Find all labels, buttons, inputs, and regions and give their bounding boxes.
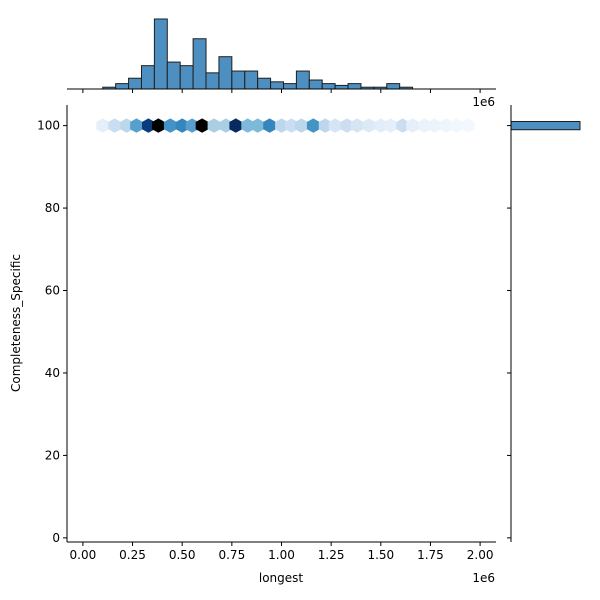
- hexbin-cell: [163, 118, 177, 133]
- hexbin-cell: [418, 118, 431, 133]
- top-histogram-bar: [282, 83, 297, 90]
- hexbin-cell: [152, 118, 165, 133]
- y-tick-label: 60: [45, 284, 60, 298]
- top-histogram-bar: [128, 77, 142, 90]
- top-histogram-bar: [386, 83, 401, 90]
- hexbin-cell: [185, 118, 199, 133]
- x-axis-label: longest: [259, 571, 304, 585]
- right-histogram-bars: [510, 120, 581, 131]
- x-tick-label: 0.50: [169, 548, 196, 562]
- x-tick-label: 2.00: [467, 548, 494, 562]
- x-tick-label: 0.75: [218, 548, 245, 562]
- hexbin-cell: [340, 118, 354, 133]
- hexbin-cell: [362, 118, 376, 133]
- hexbin-cell: [428, 118, 441, 133]
- y-tick-label: 0: [52, 531, 60, 545]
- hexbin-cell: [108, 118, 122, 133]
- top-axis-scale-label: 1e6: [472, 95, 495, 109]
- hexbin-cell: [142, 118, 155, 133]
- hexbin-cell: [175, 118, 189, 133]
- top-axis-ticks: [82, 89, 481, 93]
- top-histogram-bars: [102, 18, 414, 90]
- top-histogram-bar: [270, 81, 284, 90]
- x-axis-scale-label: 1e6: [472, 571, 495, 585]
- hexbin-cell: [318, 118, 332, 133]
- main-hexbin-plot: 0.00 0.25 0.50 0.75 1.00 1.25 1.50 1.75 2.00 0 20…: [9, 105, 496, 585]
- hexbin-cell: [449, 118, 463, 133]
- y-tick-label: 80: [45, 201, 60, 215]
- y-axis-ticks: 0 20 40 60 80 100: [37, 119, 67, 545]
- top-histogram-bar: [166, 61, 181, 90]
- x-tick-label: 0.00: [70, 548, 97, 562]
- top-marginal-histogram: 1e6: [67, 18, 496, 109]
- hexbin-cell: [96, 118, 110, 133]
- hexbin-cell: [241, 118, 255, 133]
- x-tick-label: 1.75: [417, 548, 444, 562]
- top-histogram-bar: [218, 56, 233, 90]
- top-histogram-bar: [334, 84, 349, 90]
- top-histogram-bar: [244, 70, 259, 90]
- x-tick-label: 0.25: [119, 548, 146, 562]
- hexbin-cell: [130, 118, 143, 133]
- right-histogram-bar: [510, 120, 581, 131]
- top-histogram-bar: [308, 79, 323, 90]
- hexbin-cell: [275, 118, 288, 133]
- y-axis-label: Completeness_Specific: [9, 254, 23, 392]
- hexbin-cell: [263, 118, 276, 133]
- top-histogram-bar: [179, 65, 194, 90]
- top-histogram-bar: [257, 77, 272, 90]
- y-tick-label: 40: [45, 366, 60, 380]
- hexbin-cell: [207, 118, 221, 133]
- right-marginal-histogram: [507, 105, 581, 542]
- hexbin-cell: [439, 118, 453, 133]
- top-histogram-bar: [347, 83, 362, 90]
- hexbin-cell: [306, 118, 320, 133]
- top-histogram-bar: [205, 72, 220, 90]
- hexbin-cell: [374, 118, 388, 133]
- hexbin-cell: [229, 118, 243, 133]
- hexbin-cell: [461, 118, 475, 133]
- x-tick-label: 1.25: [318, 548, 345, 562]
- hexbin-cell: [285, 118, 298, 133]
- hexbin-layer: [96, 118, 475, 133]
- hexbin-cell: [120, 118, 133, 133]
- top-histogram-bar: [192, 38, 207, 90]
- hexbin-cell: [350, 118, 364, 133]
- hexbin-cell: [384, 118, 398, 133]
- y-tick-label: 20: [45, 448, 60, 462]
- hexbin-cell: [295, 118, 308, 133]
- x-tick-label: 1.50: [367, 548, 394, 562]
- top-histogram-bar: [153, 18, 168, 90]
- top-histogram-bar: [140, 65, 155, 90]
- hexbin-cell: [328, 118, 342, 133]
- hexbin-cell: [219, 118, 233, 133]
- y-tick-label: 100: [37, 119, 60, 133]
- right-axis-ticks: [507, 125, 511, 539]
- x-tick-label: 1.00: [268, 548, 295, 562]
- x-axis-ticks: 0.00 0.25 0.50 0.75 1.00 1.25 1.50 1.75 2.00: [70, 542, 494, 562]
- top-histogram-bar: [295, 70, 310, 90]
- hexbin-cell: [396, 118, 410, 133]
- top-histogram-bar: [231, 70, 246, 90]
- top-histogram-bar: [321, 83, 336, 90]
- hexbin-cell: [406, 118, 419, 133]
- hexbin-cell: [251, 118, 265, 133]
- hexbin-cell: [195, 118, 209, 133]
- top-histogram-bar: [115, 83, 130, 90]
